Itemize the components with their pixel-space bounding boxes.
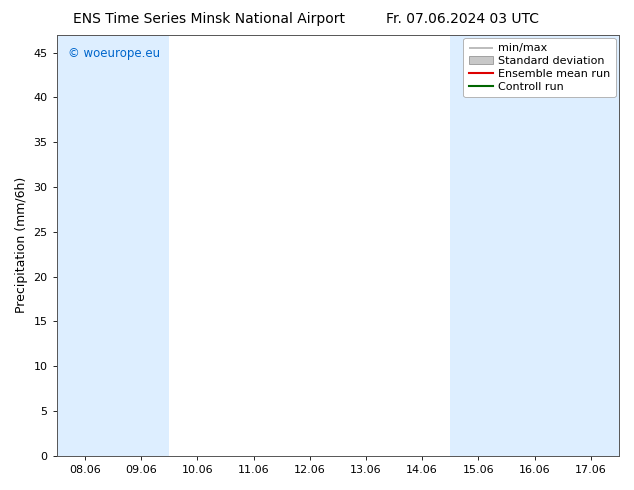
Legend: min/max, Standard deviation, Ensemble mean run, Controll run: min/max, Standard deviation, Ensemble me… [463,38,616,98]
Text: ENS Time Series Minsk National Airport: ENS Time Series Minsk National Airport [73,12,346,26]
Text: © woeurope.eu: © woeurope.eu [68,47,160,60]
Text: Fr. 07.06.2024 03 UTC: Fr. 07.06.2024 03 UTC [386,12,540,26]
Bar [56,35,113,456]
Y-axis label: Precipitation (mm/6h): Precipitation (mm/6h) [15,177,28,314]
Bar [113,35,169,456]
Bar [563,35,619,456]
Bar [507,35,563,456]
Bar [450,35,507,456]
